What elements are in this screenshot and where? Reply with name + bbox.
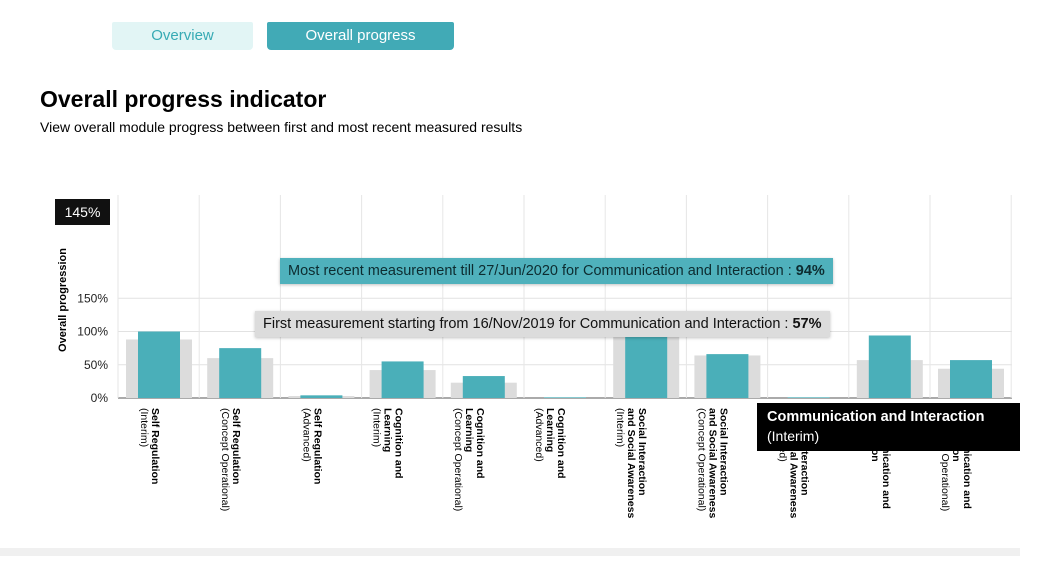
x-category-name: Learning — [544, 408, 556, 452]
bar-recent-measurement[interactable] — [138, 331, 180, 399]
x-category-level: (Interim) — [614, 408, 626, 447]
bottom-page-strip — [0, 548, 1020, 556]
x-category-level: (Advanced) — [533, 408, 545, 462]
recent-tooltip-text: Most recent measurement till 27/Jun/2020… — [288, 263, 796, 279]
x-category-name: Self Regulation — [230, 408, 242, 484]
first-tooltip-text: First measurement starting from 16/Nov/2… — [263, 316, 793, 332]
bar-recent-measurement[interactable] — [462, 376, 505, 398]
bar-recent-measurement[interactable] — [300, 395, 343, 398]
bar-recent-measurement[interactable] — [706, 354, 749, 398]
y-axis-label: Overall progression — [57, 248, 69, 352]
x-category-label: Self Regulation(Advanced) — [300, 408, 323, 484]
x-category-name: Social Interaction — [717, 408, 729, 496]
x-category-name: Social Interaction — [636, 408, 648, 496]
x-category-name: Learning — [382, 408, 394, 452]
x-category-label: Self Regulation(Concept Operational) — [219, 408, 242, 511]
x-category-level: (Interim) — [371, 408, 383, 447]
x-category-level: (Interim) — [138, 408, 150, 447]
x-category-level: (Concept Operational) — [219, 408, 231, 511]
category-tooltip-title: Communication and Interaction — [767, 409, 985, 425]
x-category-name: Self Regulation — [149, 408, 161, 484]
page-subtitle: View overall module progress between fir… — [40, 119, 523, 135]
y-tick-label: 100% — [77, 325, 108, 339]
x-category-name: and Social Awareness — [706, 408, 718, 518]
bar-recent-measurement[interactable] — [219, 348, 262, 398]
x-category-name: Self Regulation — [311, 408, 323, 484]
first-tooltip-value: 57% — [792, 316, 822, 332]
x-category-level: (Concept Operational) — [452, 408, 464, 511]
y-tick-label: 0% — [91, 391, 109, 405]
recent-tooltip-value: 94% — [795, 263, 825, 279]
x-category-level: (Advanced) — [300, 408, 312, 462]
x-category-label: Self Regulation(Interim) — [138, 408, 161, 484]
x-category-name: Cognition and — [393, 408, 405, 479]
bar-recent-measurement[interactable] — [950, 360, 992, 398]
category-tooltip-level: (Interim) — [767, 428, 820, 444]
first-measurement-tooltip: First measurement starting from 16/Nov/2… — [255, 311, 830, 337]
page-title: Overall progress indicator — [40, 86, 327, 112]
x-category-level: (Concept Operational) — [695, 408, 707, 511]
x-category-name: Learning — [463, 408, 475, 452]
progress-chart: 0% 50% 100% 150% Overall progression Self Re… — [57, 195, 1012, 518]
x-category-name: and Social Awareness — [625, 408, 637, 518]
recent-measurement-tooltip: Most recent measurement till 27/Jun/2020… — [280, 258, 833, 284]
bar-recent-measurement[interactable] — [868, 335, 911, 398]
y-tick-label: 150% — [77, 291, 108, 305]
x-category-name: Cognition and — [555, 408, 567, 479]
category-tooltip: Communication and Interaction (Interim) — [757, 403, 1020, 451]
bar-recent-measurement[interactable] — [381, 361, 424, 398]
bar-recent-measurement[interactable] — [544, 397, 586, 398]
tab-overview[interactable]: Overview — [112, 22, 253, 50]
bar-recent-measurement[interactable] — [625, 333, 668, 398]
y-tick-label: 50% — [84, 358, 108, 372]
x-category-name: Cognition and — [474, 408, 486, 479]
y-value-tooltip: 145% — [55, 199, 110, 225]
tab-overall-progress[interactable]: Overall progress — [267, 22, 454, 50]
bar-recent-measurement[interactable] — [787, 397, 830, 398]
